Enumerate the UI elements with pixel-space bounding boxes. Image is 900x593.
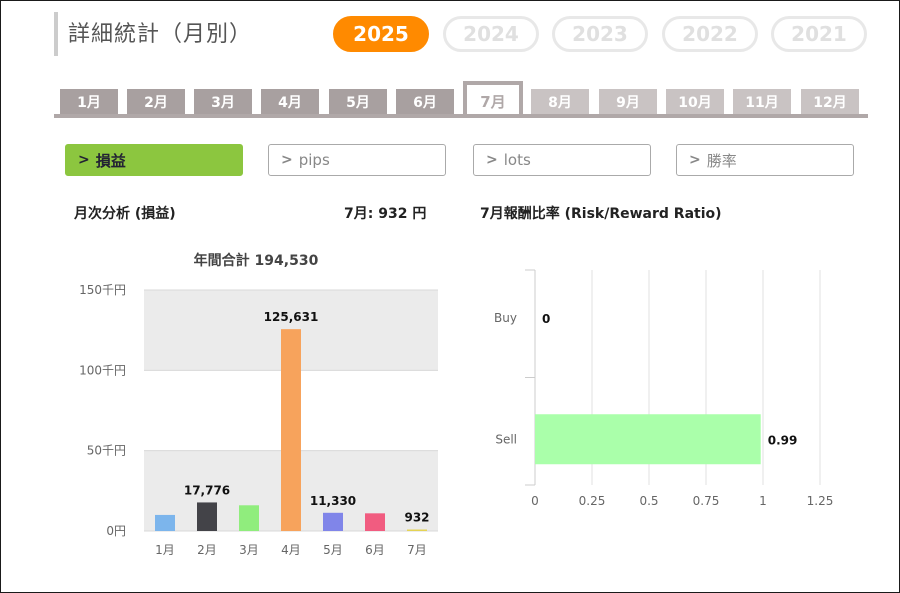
tab-month-8[interactable]: 8月 — [531, 89, 589, 114]
bar-data-label: 125,631 — [264, 310, 319, 324]
tab-month-9[interactable]: 9月 — [599, 89, 657, 114]
bar-4月[interactable] — [281, 329, 301, 531]
tab-underline — [54, 114, 868, 118]
filter-winrate-button[interactable]: > 勝率 — [676, 144, 854, 176]
year-button-2025[interactable]: 2025 — [333, 16, 429, 52]
bar-data-label: 17,776 — [184, 483, 230, 497]
bar-Sell[interactable] — [535, 414, 761, 465]
x-tick-label: 0 — [531, 494, 539, 508]
x-tick-label: 3月 — [239, 543, 259, 557]
filter-pips-button[interactable]: > pips — [268, 144, 446, 176]
chart-title: 年間合計 194,530 — [194, 252, 319, 269]
chevron-right-icon: > — [78, 152, 90, 168]
x-tick-label: 1 — [759, 494, 767, 508]
title-accent-bar — [54, 12, 58, 56]
bar-data-label: 932 — [404, 511, 429, 525]
summary-value: 932 円 — [378, 206, 427, 222]
y-category-label: Buy — [494, 311, 517, 325]
x-tick-label: 0.5 — [639, 494, 658, 508]
tab-month-6[interactable]: 6月 — [396, 89, 454, 114]
tab-month-11[interactable]: 11月 — [733, 89, 791, 114]
y-tick-label: 150千円 — [79, 283, 126, 297]
year-button-2024[interactable]: 2024 — [443, 16, 539, 52]
filter-lots-button[interactable]: > lots — [473, 144, 651, 176]
bar-data-label: 11,330 — [310, 494, 356, 508]
year-button-2021[interactable]: 2021 — [771, 16, 867, 52]
x-tick-label: 6月 — [365, 543, 385, 557]
monthly-profit-chart: 0円 50千円 100千円 150千円 年間合計 194,530 1月 17,776 2月 3月… — [79, 252, 438, 557]
tab-month-12[interactable]: 12月 — [801, 89, 859, 114]
summary-month: 7月: — [344, 206, 374, 222]
bar-2月[interactable] — [197, 502, 217, 531]
tab-month-4[interactable]: 4月 — [261, 89, 319, 114]
monthly-summary: 7月: 932 円 — [344, 203, 426, 223]
bar-5月[interactable] — [323, 512, 343, 531]
year-button-2023[interactable]: 2023 — [552, 16, 648, 52]
x-tick-label: 5月 — [323, 543, 343, 557]
filter-label: lots — [503, 151, 531, 169]
year-button-2022[interactable]: 2022 — [662, 16, 758, 52]
bar-7月[interactable] — [407, 529, 427, 531]
y-category-label: Sell — [495, 432, 517, 446]
y-tick-label: 0円 — [106, 524, 126, 538]
x-tick-label: 7月 — [407, 543, 427, 557]
x-tick-label: 1月 — [155, 543, 175, 557]
filter-profit-button[interactable]: > 損益 — [65, 144, 243, 176]
tab-month-2[interactable]: 2月 — [127, 89, 185, 114]
tab-month-3[interactable]: 3月 — [194, 89, 252, 114]
y-tick-label: 100千円 — [79, 363, 126, 377]
bar-data-label: 0.99 — [768, 433, 798, 447]
y-tick-label: 50千円 — [87, 444, 126, 458]
bar-6月[interactable] — [365, 513, 385, 531]
x-tick-label: 1.25 — [807, 494, 834, 508]
bar-data-label: 0 — [542, 312, 550, 326]
x-tick-label: 4月 — [281, 543, 301, 557]
rr-heading: 7月報酬比率 (Risk/Reward Ratio) — [480, 206, 722, 222]
filter-label: pips — [298, 151, 330, 169]
filter-label: 損益 — [95, 151, 126, 170]
bar-1月[interactable] — [155, 514, 175, 531]
chevron-right-icon: > — [689, 152, 701, 168]
x-tick-label: 0.75 — [693, 494, 720, 508]
risk-reward-chart: 0 0.25 0.5 0.75 1 1.25 Buy 0 Sell 0.99 — [494, 269, 834, 508]
chevron-right-icon: > — [281, 152, 293, 168]
page-title: 詳細統計（月別） — [68, 22, 253, 47]
chevron-right-icon: > — [486, 152, 498, 168]
filter-label: 勝率 — [706, 151, 737, 170]
bar-3月[interactable] — [239, 505, 259, 531]
tab-month-5[interactable]: 5月 — [329, 89, 387, 114]
x-tick-label: 0.25 — [579, 494, 606, 508]
tab-month-1[interactable]: 1月 — [60, 89, 118, 114]
x-tick-label: 2月 — [197, 543, 217, 557]
tab-month-7[interactable]: 7月 — [463, 81, 523, 118]
monthly-analysis-heading: 月次分析 (損益) — [74, 206, 176, 222]
tab-month-10[interactable]: 10月 — [666, 89, 724, 114]
